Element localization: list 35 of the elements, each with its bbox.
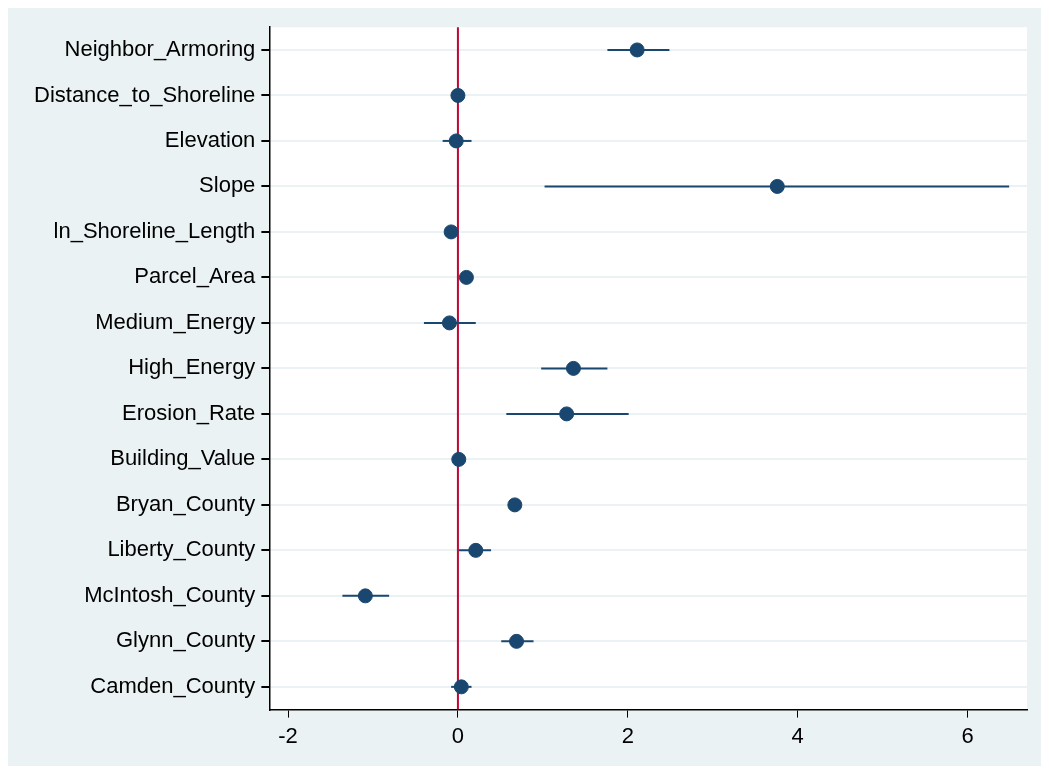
point: [565, 360, 581, 376]
point: [450, 87, 466, 103]
point: [453, 679, 469, 695]
point: [357, 588, 373, 604]
point: [443, 224, 459, 240]
y-tick-label: Glynn_County: [115, 627, 256, 653]
point: [441, 315, 457, 331]
point: [468, 542, 484, 558]
y-tick-label: Elevation: [164, 127, 256, 152]
y-tick-label: High_Energy: [128, 354, 256, 380]
y-tick-label: ln_Shoreline_Length: [53, 217, 256, 243]
y-tick-label: Slope: [199, 172, 256, 198]
point: [507, 497, 523, 513]
x-tick-label: 0: [451, 722, 465, 748]
point: [559, 406, 575, 422]
y-tick-label: Camden_County: [90, 672, 256, 698]
y-tick-label: Distance_to_Shoreline: [33, 81, 256, 107]
y-tick-label: Neighbor_Armoring: [64, 36, 256, 62]
x-tick-label: 2: [621, 722, 634, 748]
x-tick-label: 4: [791, 722, 804, 748]
x-tick-label: -2: [278, 722, 298, 748]
y-tick-label: Erosion_Rate: [122, 399, 256, 425]
point: [509, 633, 525, 649]
y-tick-label: Bryan_County: [115, 490, 256, 516]
y-tick-label: Medium_Energy: [95, 308, 256, 334]
point: [458, 269, 474, 285]
point: [451, 451, 467, 467]
point: [769, 178, 785, 194]
point: [629, 42, 645, 58]
y-tick-label: Parcel_Area: [134, 263, 257, 289]
y-tick-label: McIntosh_County: [84, 581, 256, 607]
point: [448, 133, 464, 149]
y-tick-label: Building_Value: [110, 445, 256, 471]
y-tick-label: Liberty_County: [107, 536, 256, 562]
x-tick-label: 6: [961, 722, 974, 748]
